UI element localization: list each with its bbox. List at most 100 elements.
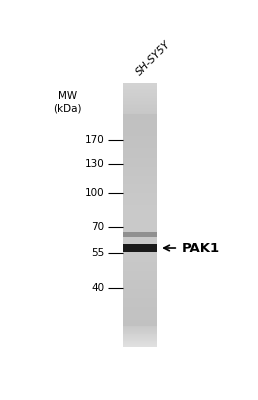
Bar [123,286,157,287]
Bar [123,239,157,240]
Bar [123,164,157,165]
Bar [123,217,157,218]
Bar [123,152,157,153]
Bar [123,318,157,319]
Bar [123,121,157,122]
Bar [123,244,157,252]
Bar [123,189,157,190]
Bar [123,274,157,275]
Bar [123,266,157,267]
Bar [123,206,157,207]
Bar [123,125,157,126]
Bar [123,273,157,274]
Bar [123,310,157,311]
Bar [123,120,157,121]
Bar [123,285,157,286]
Bar [123,228,157,229]
Bar [123,287,157,288]
Bar [123,344,157,345]
Bar [123,227,157,228]
Bar [123,252,157,253]
Bar [123,299,157,300]
Bar [123,250,157,251]
Text: 170: 170 [84,135,104,145]
Bar [123,308,157,309]
Bar [123,191,157,192]
Bar [123,88,157,89]
Bar [123,257,157,258]
Bar [123,220,157,221]
Bar [123,290,157,292]
Text: (kDa): (kDa) [53,103,82,113]
Bar [123,258,157,259]
Bar [123,135,157,136]
Bar [123,124,157,125]
Bar [123,181,157,182]
Bar [123,90,157,91]
Bar [123,296,157,297]
Bar [123,342,157,343]
Bar [123,232,157,237]
Bar [123,107,157,108]
Bar [123,302,157,303]
Bar [123,303,157,304]
Bar [123,330,157,331]
Bar [123,271,157,272]
Text: 100: 100 [85,188,104,198]
Bar [123,185,157,186]
Bar [123,293,157,294]
Bar [123,144,157,145]
Bar [123,265,157,266]
Bar [123,98,157,99]
Bar [123,96,157,98]
Bar [123,92,157,93]
Bar [123,281,157,282]
Bar [123,284,157,285]
Bar [123,247,157,248]
Bar [123,279,157,280]
Bar [123,91,157,92]
Bar [123,149,157,150]
Bar [123,178,157,179]
Bar [123,122,157,123]
Bar [123,103,157,104]
Bar [123,292,157,293]
Bar [123,289,157,290]
Bar [123,263,157,264]
Bar [123,238,157,239]
Bar [123,232,157,233]
Text: 130: 130 [84,159,104,169]
Bar [123,187,157,188]
Bar [123,256,157,257]
Bar [123,328,157,329]
Bar [123,304,157,305]
Bar [123,320,157,321]
Bar [123,85,157,86]
Bar [123,183,157,184]
Bar [123,115,157,116]
Bar [123,253,157,254]
Bar [123,177,157,178]
Bar [123,110,157,111]
Bar [123,190,157,191]
Bar [123,166,157,167]
Bar [123,245,157,246]
Bar [123,233,157,234]
Bar [123,231,157,232]
Bar [123,84,157,85]
Bar [123,148,157,149]
Bar [123,87,157,88]
Bar [123,156,157,157]
Bar [123,132,157,134]
Bar [123,337,157,338]
Bar [123,216,157,217]
Bar [123,102,157,103]
Bar [123,345,157,346]
Bar [123,153,157,154]
Bar [123,213,157,214]
Bar [123,117,157,118]
Bar [123,111,157,112]
Text: 70: 70 [91,222,104,232]
Bar [123,254,157,256]
Bar [123,89,157,90]
